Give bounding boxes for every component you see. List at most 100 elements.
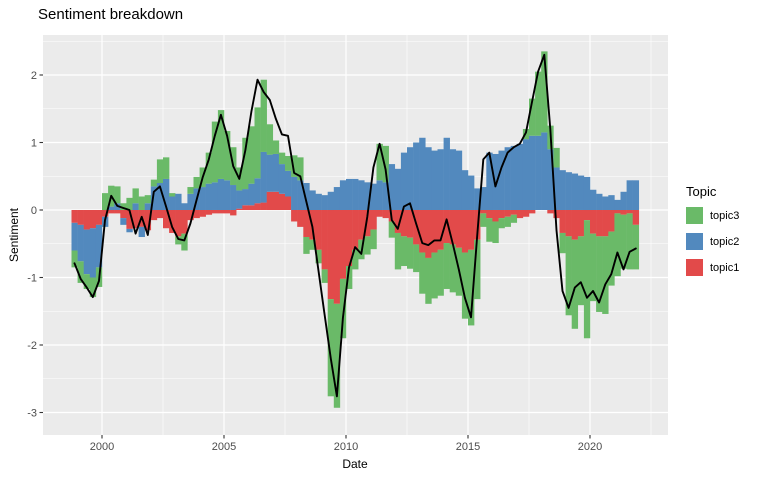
bar-segment-topic1 — [577, 210, 585, 237]
bar-segment-topic2 — [236, 190, 243, 209]
bar-segment-topic1 — [126, 210, 133, 229]
bar-segment-topic1 — [394, 210, 402, 233]
bar-segment-topic1 — [602, 210, 609, 237]
bar-segment-topic2 — [278, 164, 286, 194]
bar-segment-topic1 — [632, 210, 640, 225]
bar-segment-topic1 — [315, 210, 322, 250]
legend-item-topic3: topic3 — [686, 207, 739, 224]
y-tick-label: -3 — [27, 407, 37, 419]
bar-segment-topic2 — [321, 195, 328, 210]
bar-segment-topic1 — [327, 210, 335, 300]
bar-segment-topic3 — [565, 236, 572, 316]
bar-segment-topic1 — [364, 210, 371, 237]
bar-segment-topic2 — [77, 224, 84, 262]
bar-segment-topic1 — [321, 210, 328, 270]
bar-segment-topic3 — [248, 126, 255, 184]
bar-segment-topic3 — [608, 231, 615, 286]
bar-segment-topic3 — [614, 213, 621, 277]
bar-segment-topic2 — [608, 195, 615, 210]
bar-segment-topic1 — [102, 210, 109, 217]
bar-segment-topic3 — [333, 303, 341, 408]
bar-segment-topic1 — [504, 210, 511, 217]
bar-segment-topic1 — [565, 210, 572, 237]
bar-segment-topic2 — [596, 193, 603, 210]
bar-segment-topic2 — [309, 190, 316, 210]
bar-segment-topic3 — [346, 266, 353, 289]
bar-segment-topic1 — [333, 210, 341, 304]
bar-segment-topic1 — [163, 210, 170, 229]
bar-segment-topic1 — [352, 210, 359, 250]
bar-segment-topic3 — [364, 236, 371, 255]
bar-segment-topic1 — [77, 210, 84, 225]
bar-segment-topic1 — [285, 196, 292, 210]
bar-segment-topic1 — [217, 210, 225, 214]
bar-segment-topic2 — [614, 199, 621, 211]
bar-segment-topic3 — [254, 107, 261, 179]
bar-segment-topic2 — [425, 147, 432, 210]
bar-segment-topic2 — [230, 185, 237, 211]
bar-segment-topic3 — [272, 140, 280, 154]
bar-segment-topic2 — [461, 170, 469, 210]
bar-segment-topic1 — [437, 210, 444, 250]
bar-segment-topic3 — [291, 155, 298, 177]
bar-segment-topic1 — [529, 210, 536, 214]
bar-segment-topic3 — [89, 277, 97, 298]
bar-segment-topic1 — [83, 210, 91, 230]
y-tick-label: 1 — [31, 137, 37, 149]
bar-segment-topic3 — [394, 232, 402, 270]
bar-segment-topic1 — [266, 191, 274, 211]
y-tick-label: 2 — [31, 70, 37, 82]
bar-segment-topic2 — [254, 178, 261, 204]
bar-segment-topic2 — [260, 151, 267, 203]
y-axis-title: Sentiment — [7, 207, 21, 263]
bar-segment-topic1 — [559, 210, 566, 233]
bar-segment-topic3 — [102, 193, 109, 211]
bar-segment-topic3 — [437, 249, 444, 296]
bar-segment-topic1 — [339, 210, 347, 279]
bar-segment-topic1 — [236, 208, 243, 210]
bar-segment-topic1 — [205, 210, 213, 215]
bar-segment-topic2 — [407, 147, 414, 210]
bar-segment-topic2 — [468, 175, 475, 210]
axis-ticks — [39, 74, 591, 439]
legend-label: topic2 — [710, 235, 740, 248]
bar-segment-topic3 — [620, 214, 627, 269]
bar-segment-topic3 — [321, 269, 328, 283]
bar-segment-topic3 — [504, 216, 511, 227]
bar-segment-topic1 — [486, 210, 493, 219]
bar-segment-topic3 — [77, 261, 84, 283]
x-tick-label: 2015 — [456, 441, 480, 453]
bar-segment-topic3 — [156, 159, 164, 184]
bar-segment-topic1 — [230, 210, 237, 216]
bar-segment-topic2 — [522, 139, 530, 211]
bar-segment-topic2 — [120, 218, 127, 225]
bar-segment-topic2 — [547, 149, 554, 210]
x-tick-label: 2010 — [334, 441, 358, 453]
bar-segment-topic3 — [187, 187, 194, 194]
bar-segment-topic1 — [492, 210, 499, 222]
y-tick-label: -2 — [27, 340, 37, 352]
bar-segment-topic3 — [474, 239, 481, 300]
bar-segment-topic1 — [132, 210, 139, 229]
bar-segment-topic2 — [388, 164, 396, 210]
bar-segment-topic2 — [474, 188, 481, 210]
bar-segment-topic1 — [248, 205, 255, 211]
bar-segment-topic3 — [114, 186, 121, 204]
bar-segment-topic3 — [577, 236, 585, 306]
bar-segment-topic1 — [547, 210, 554, 214]
bar-segment-topic2 — [498, 150, 505, 210]
bar-segment-topic2 — [297, 180, 304, 210]
bar-segment-topic1 — [590, 210, 597, 234]
bar-segment-topic3 — [169, 193, 176, 197]
bar-segment-topic1 — [346, 210, 353, 267]
bar-segment-topic1 — [553, 210, 560, 219]
bar-segment-topic2 — [626, 180, 633, 210]
bar-segment-topic2 — [181, 203, 188, 210]
legend: Topic topic3 topic2 topic1 — [686, 184, 739, 285]
bar-segment-topic3 — [535, 71, 542, 136]
bar-segment-topic1 — [108, 210, 115, 214]
bar-segment-topic1 — [260, 202, 267, 210]
x-tick-label: 2000 — [90, 441, 114, 453]
bar-segment-topic1 — [620, 210, 627, 215]
bar-segment-topic2 — [346, 178, 353, 210]
